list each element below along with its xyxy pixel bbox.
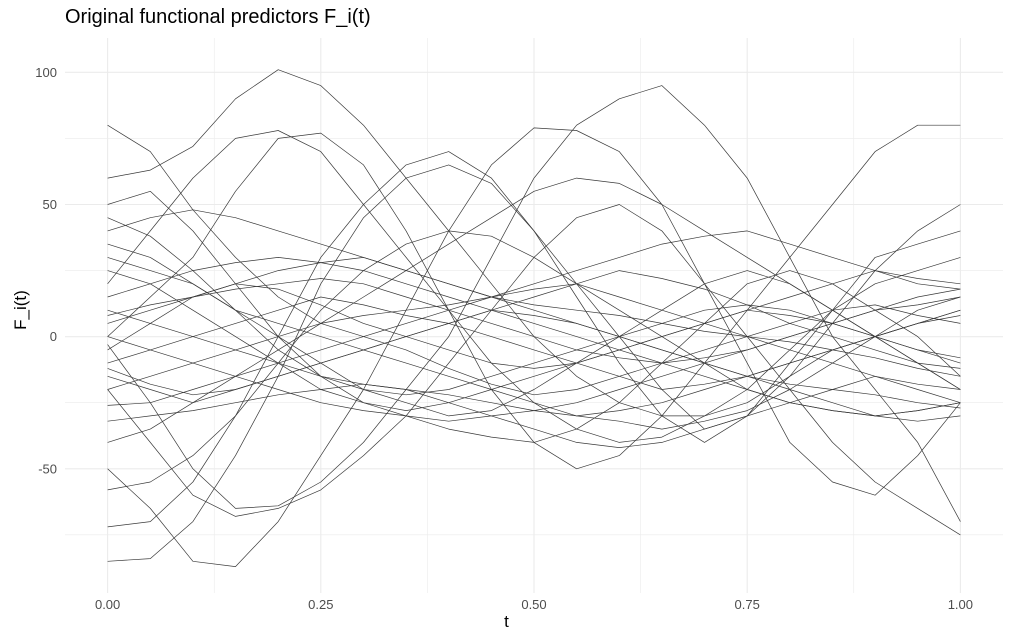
series-line-17 bbox=[107, 217, 961, 396]
series-line-14 bbox=[107, 230, 961, 406]
x-tick-label: 1.00 bbox=[948, 597, 973, 612]
y-tick-label: 100 bbox=[35, 65, 57, 80]
series-line-27 bbox=[107, 177, 961, 443]
y-tick-label: 50 bbox=[43, 197, 57, 212]
series-line-4 bbox=[107, 85, 961, 522]
series-line-23 bbox=[107, 209, 961, 377]
series-line-9 bbox=[107, 190, 961, 443]
y-tick-labels: -50 0 50 100 bbox=[35, 65, 57, 476]
series-line-11 bbox=[107, 257, 961, 417]
series-line-28 bbox=[107, 278, 961, 364]
series-line-24 bbox=[107, 283, 961, 404]
x-tick-label: 0.50 bbox=[521, 597, 546, 612]
x-axis-label: t bbox=[504, 612, 509, 631]
series-lines bbox=[107, 69, 961, 567]
y-tick-label: -50 bbox=[38, 461, 57, 476]
series-line-20 bbox=[107, 230, 961, 491]
series-line-1 bbox=[107, 124, 961, 396]
y-tick-label: 0 bbox=[50, 329, 57, 344]
x-tick-label: 0.25 bbox=[308, 597, 333, 612]
x-tick-label: 0.00 bbox=[95, 597, 120, 612]
x-tick-labels: 0.00 0.25 0.50 0.75 1.00 bbox=[95, 597, 973, 612]
y-axis-label: F_i(t) bbox=[11, 290, 30, 330]
series-line-6 bbox=[107, 127, 961, 567]
series-line-26 bbox=[107, 243, 961, 430]
chart-title: Original functional predictors F_i(t) bbox=[65, 6, 371, 28]
series-line-29 bbox=[107, 309, 961, 409]
series-line-18 bbox=[107, 375, 961, 448]
series-line-22 bbox=[107, 283, 961, 369]
x-tick-label: 0.75 bbox=[735, 597, 760, 612]
